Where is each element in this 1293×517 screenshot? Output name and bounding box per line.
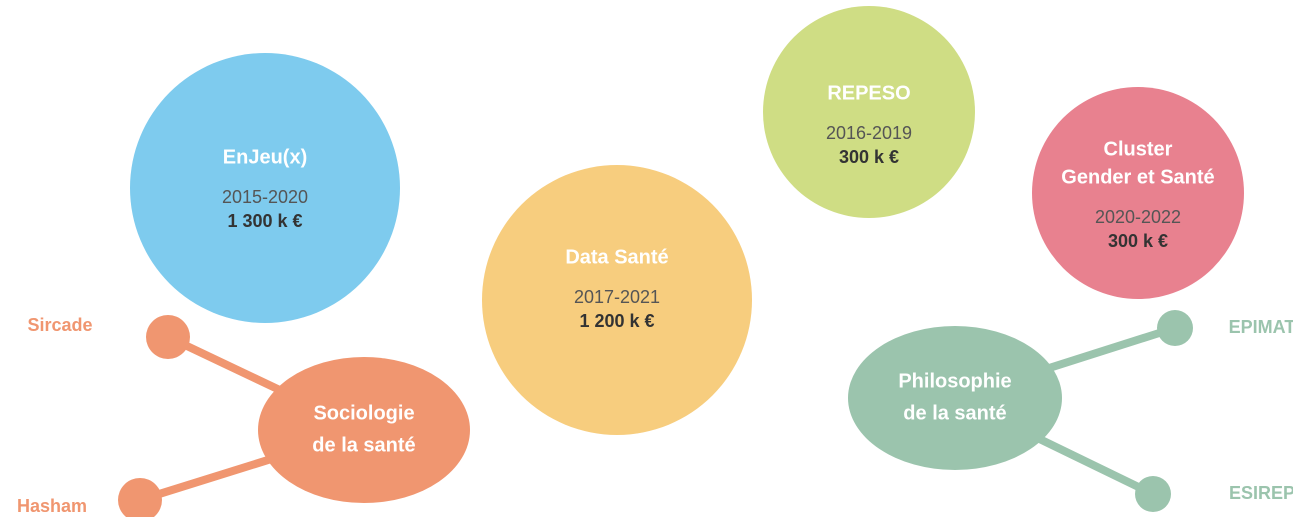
project-years: 2016-2019 [826,123,912,143]
project-circle [763,6,975,218]
project-title: Data Santé [565,246,668,268]
project-years: 2015-2020 [222,187,308,207]
project-amount: 300 k € [839,147,899,167]
node-dot [1157,310,1193,346]
cluster-label: de la santé [312,434,415,456]
project-circle [1032,87,1244,299]
project-title: EnJeu(x) [223,146,307,168]
node-dot [146,315,190,359]
cluster-ellipse [848,326,1062,470]
cluster-label: Philosophie [898,370,1011,392]
cluster-ellipse [258,357,470,503]
project-circle [482,165,752,435]
project-amount: 1 200 k € [579,311,654,331]
node-label: ESIREP [1229,483,1293,503]
node-dot [118,478,162,517]
project-amount: 1 300 k € [227,211,302,231]
project-title: REPESO [827,82,910,104]
project-years: 2017-2021 [574,287,660,307]
project-title: Gender et Santé [1061,166,1214,188]
node-label: Hasham [17,496,87,516]
node-label: Sircade [27,315,92,335]
node-label: EPIMAT [1229,317,1293,337]
project-circle [130,53,400,323]
cluster-label: Sociologie [313,402,414,424]
cluster-label: de la santé [903,402,1006,424]
node-dot [1135,476,1171,512]
project-amount: 300 k € [1108,231,1168,251]
project-title: Cluster [1104,138,1173,160]
project-years: 2020-2022 [1095,207,1181,227]
